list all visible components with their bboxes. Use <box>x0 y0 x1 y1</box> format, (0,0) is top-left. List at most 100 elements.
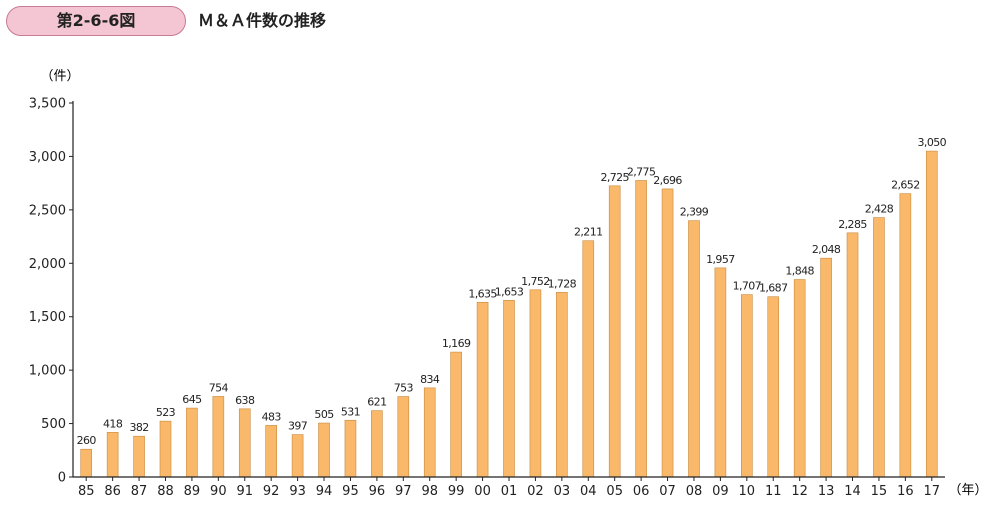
data-label: 2,652 <box>891 179 920 192</box>
data-label: 1,687 <box>759 282 788 295</box>
x-tick-label: 15 <box>871 484 888 499</box>
x-tick-label: 85 <box>78 484 95 499</box>
y-tick-label: 0 <box>58 471 66 486</box>
x-tick-label: 06 <box>633 484 650 499</box>
x-tick-label: 09 <box>712 484 729 499</box>
data-label: 621 <box>367 396 386 409</box>
data-label: 1,957 <box>706 253 735 266</box>
data-label: 2,285 <box>838 218 867 231</box>
bar-05 <box>608 185 621 478</box>
bars: 260 418 382 523 645 754 638 483 397 505 531 621 753 8… <box>77 136 947 478</box>
y-tick-label: 1,500 <box>29 310 66 325</box>
data-label: 418 <box>103 417 123 430</box>
y-tick-label: 3,500 <box>29 97 66 112</box>
data-label: 531 <box>341 405 360 418</box>
bar-99 <box>450 351 462 478</box>
x-tick-label: 91 <box>236 484 253 499</box>
x-tick-label: 10 <box>739 484 756 499</box>
x-tick-label: 97 <box>395 484 412 499</box>
bar-87 <box>133 435 145 478</box>
data-label: 1,707 <box>733 280 762 293</box>
y-tick-label: 3,000 <box>29 150 66 165</box>
data-label: 382 <box>129 421 148 434</box>
figure-header: 第2-6-6図 Ｍ＆Ａ件数の推移 <box>6 6 606 40</box>
bar-91 <box>238 408 251 478</box>
data-label: 638 <box>235 394 255 407</box>
bar-86 <box>106 432 119 478</box>
bar-97 <box>397 396 410 478</box>
data-label: 1,752 <box>521 275 550 288</box>
bar-88 <box>159 420 172 478</box>
y-tick-label: 500 <box>41 417 66 432</box>
bar-90 <box>212 396 225 478</box>
x-tick-label: 89 <box>184 484 201 499</box>
x-tick-label: 94 <box>316 484 333 499</box>
bar-95 <box>344 419 357 478</box>
x-tick-label: 11 <box>765 484 782 499</box>
bar-93 <box>291 434 304 478</box>
x-tick-label: 02 <box>527 484 544 499</box>
bar-03 <box>556 292 568 478</box>
data-label: 1,653 <box>495 285 524 298</box>
chart-title: Ｍ＆Ａ件数の推移 <box>198 11 327 30</box>
bar-15 <box>873 217 885 478</box>
data-label: 483 <box>262 410 282 423</box>
bar-13 <box>820 257 832 478</box>
data-label: 2,211 <box>574 226 603 239</box>
bar-94 <box>318 422 330 478</box>
bar-16 <box>899 193 912 478</box>
bar-10 <box>741 294 753 478</box>
data-label: 645 <box>182 393 202 406</box>
bar-98 <box>423 387 436 478</box>
x-axis-unit-label: （年） <box>948 483 987 498</box>
bar-06 <box>635 180 647 478</box>
bar-14 <box>846 232 859 478</box>
x-tick-label: 01 <box>501 484 518 499</box>
data-label: 1,635 <box>468 287 497 300</box>
x-tick-label: 07 <box>659 484 676 499</box>
data-label: 834 <box>420 373 440 386</box>
x-tick-label: 92 <box>263 484 280 499</box>
bar-01 <box>503 300 515 478</box>
data-label: 2,399 <box>680 206 709 219</box>
data-label: 754 <box>209 381 229 394</box>
x-tick-label: 99 <box>448 484 465 499</box>
x-tick-label: 14 <box>844 484 861 499</box>
bar-11 <box>767 296 780 478</box>
data-label: 1,728 <box>548 277 577 290</box>
data-label: 3,050 <box>918 136 947 149</box>
bar-08 <box>688 220 700 478</box>
data-label: 1,169 <box>442 337 471 350</box>
bar-07 <box>661 188 674 478</box>
x-tick-label: 95 <box>342 484 359 499</box>
x-tick-label: 05 <box>606 484 623 499</box>
x-tick-label: 16 <box>897 484 914 499</box>
x-tick-label: 03 <box>554 484 571 499</box>
x-tick-label: 08 <box>686 484 703 499</box>
x-axis: 85 86 87 88 89 90 91 92 93 94 95 96 97 98 99 00 01 02 03 04… <box>73 476 945 499</box>
bar-02 <box>529 289 542 478</box>
data-label: 1,848 <box>785 265 814 278</box>
x-tick-label: 88 <box>157 484 174 499</box>
data-label: 2,725 <box>600 171 629 184</box>
y-tick-label: 2,000 <box>29 257 66 272</box>
x-tick-label: 87 <box>131 484 148 499</box>
x-tick-label: 00 <box>474 484 491 499</box>
y-tick-label: 2,500 <box>29 203 66 218</box>
x-tick-label: 13 <box>818 484 835 499</box>
bar-12 <box>793 279 806 478</box>
x-tick-label: 12 <box>791 484 808 499</box>
data-label: 505 <box>314 408 334 421</box>
y-axis: 0 500 1,000 1,500 2,000 2,500 3,000 3,500 <box>29 97 74 486</box>
x-tick-label: 96 <box>369 484 386 499</box>
x-tick-label: 17 <box>924 484 941 499</box>
data-label: 2,775 <box>627 165 656 178</box>
x-tick-label: 93 <box>289 484 306 499</box>
bar-09 <box>714 267 727 478</box>
x-tick-label: 98 <box>421 484 438 499</box>
bar-85 <box>80 448 93 478</box>
x-tick-label: 90 <box>210 484 227 499</box>
data-label: 2,696 <box>653 174 682 187</box>
data-label: 2,048 <box>812 243 841 256</box>
